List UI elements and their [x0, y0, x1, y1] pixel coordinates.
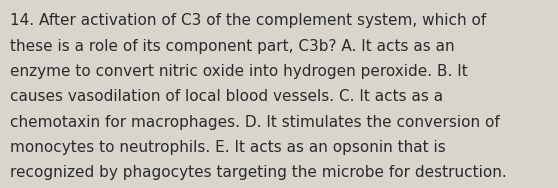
Text: chemotaxin for macrophages. D. It stimulates the conversion of: chemotaxin for macrophages. D. It stimul…: [10, 115, 500, 130]
Text: monocytes to neutrophils. E. It acts as an opsonin that is: monocytes to neutrophils. E. It acts as …: [10, 140, 446, 155]
Text: 14. After activation of C3 of the complement system, which of: 14. After activation of C3 of the comple…: [10, 13, 486, 28]
Text: these is a role of its component part, C3b? A. It acts as an: these is a role of its component part, C…: [10, 39, 455, 54]
Text: causes vasodilation of local blood vessels. C. It acts as a: causes vasodilation of local blood vesse…: [10, 89, 443, 104]
Text: enzyme to convert nitric oxide into hydrogen peroxide. B. It: enzyme to convert nitric oxide into hydr…: [10, 64, 468, 79]
Text: recognized by phagocytes targeting the microbe for destruction.: recognized by phagocytes targeting the m…: [10, 165, 507, 180]
